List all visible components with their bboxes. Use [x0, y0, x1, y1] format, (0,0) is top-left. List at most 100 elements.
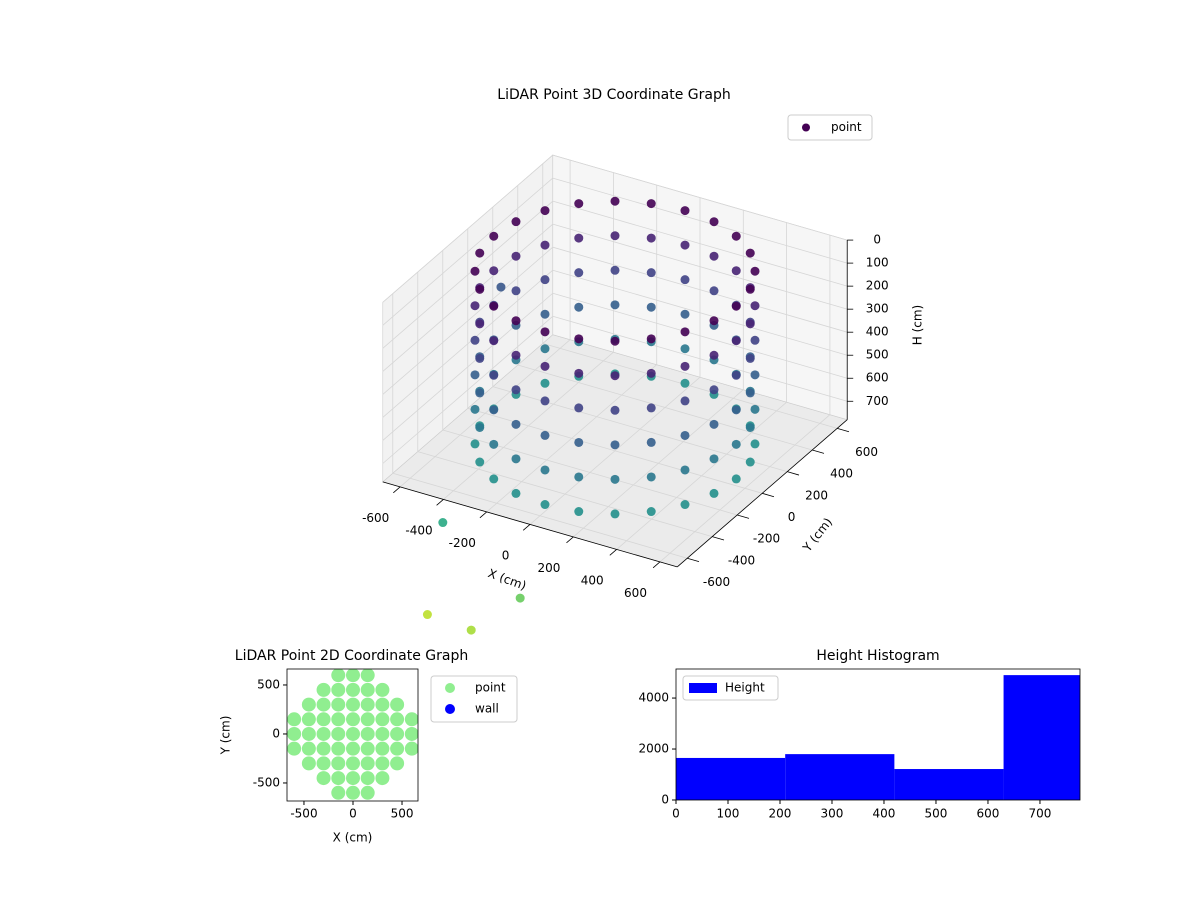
point — [646, 507, 656, 517]
point — [709, 350, 719, 360]
x-tick-label: 200 — [769, 807, 792, 821]
point — [540, 361, 550, 371]
point — [680, 206, 690, 216]
x-tick-mark — [522, 524, 531, 531]
point — [511, 217, 521, 227]
point — [610, 300, 620, 310]
y-tick-label: 200 — [805, 488, 828, 502]
grid-line — [552, 269, 848, 356]
legend-label: point — [831, 120, 862, 134]
grid-line — [382, 223, 554, 372]
y-axis-label: Y (cm) — [219, 716, 233, 756]
chart-title: LiDAR Point 2D Coordinate Graph — [235, 648, 468, 664]
point — [331, 756, 346, 771]
y-tick-mark — [787, 471, 800, 476]
point — [540, 500, 550, 510]
point — [375, 771, 390, 786]
grid-line — [417, 451, 713, 537]
point — [404, 741, 418, 756]
y-tick-label: 4000 — [638, 691, 669, 705]
point — [489, 301, 499, 311]
point — [745, 353, 755, 363]
z-tick-label: 300 — [866, 302, 889, 316]
point — [489, 370, 499, 380]
point — [646, 437, 656, 447]
chart-title: LiDAR Point 3D Coordinate Graph — [497, 87, 730, 103]
bar — [1003, 675, 1080, 800]
point — [610, 196, 620, 206]
x-axis-label: X (cm) — [333, 831, 373, 845]
point — [731, 231, 741, 241]
x-axis-line — [382, 481, 678, 568]
grid-line — [552, 154, 848, 241]
point — [540, 378, 550, 388]
point — [316, 741, 331, 756]
point — [301, 741, 316, 756]
point — [360, 669, 375, 683]
legend-marker — [445, 683, 455, 693]
point — [574, 199, 584, 209]
point — [610, 231, 620, 241]
point — [511, 316, 521, 326]
point — [511, 350, 521, 360]
legend-marker — [802, 123, 810, 132]
x-tick-label: -600 — [362, 511, 389, 525]
point — [610, 405, 620, 415]
point — [610, 265, 620, 275]
point — [709, 251, 719, 261]
point — [680, 500, 690, 510]
point — [470, 266, 480, 276]
z-tick-label: 700 — [866, 394, 889, 408]
y-tick-label: 500 — [257, 677, 280, 691]
point — [360, 785, 375, 800]
point — [470, 439, 480, 449]
x-tick-label: 0 — [349, 807, 357, 821]
y-tick-label: 0 — [272, 726, 280, 740]
x-tick-mark — [566, 536, 574, 544]
point — [610, 474, 620, 484]
x-tick-mark — [479, 511, 487, 519]
point — [540, 396, 550, 406]
point — [646, 368, 656, 378]
point — [515, 593, 525, 603]
point — [745, 422, 755, 432]
point — [475, 248, 485, 258]
y-tick-mark — [737, 514, 750, 519]
point — [750, 404, 760, 414]
point — [331, 741, 346, 756]
z-tick-label: 200 — [866, 279, 889, 293]
x-axis-label: X (cm) — [486, 566, 528, 593]
point — [390, 741, 405, 756]
grid-line — [382, 292, 554, 441]
grid-line — [552, 315, 848, 402]
point — [470, 335, 480, 345]
grid-line — [382, 246, 554, 395]
y-tick-label: 600 — [855, 445, 878, 459]
point — [345, 771, 360, 786]
point — [316, 771, 331, 786]
point — [511, 251, 521, 261]
x-tick-label: 200 — [537, 561, 560, 575]
point — [316, 697, 331, 712]
point — [610, 371, 620, 381]
point — [511, 419, 521, 429]
point — [496, 282, 506, 292]
x-tick-label: 700 — [1029, 807, 1052, 821]
point — [287, 712, 302, 727]
point — [574, 507, 584, 517]
point — [610, 336, 620, 346]
z-tick-label: 600 — [866, 371, 889, 385]
grid-line — [382, 315, 554, 464]
legend-label: point — [475, 681, 506, 695]
x-tick-mark — [609, 549, 617, 556]
point — [680, 240, 690, 250]
point — [610, 440, 620, 450]
x-tick-label: 300 — [821, 807, 844, 821]
point — [610, 509, 620, 519]
point — [745, 388, 755, 398]
point — [574, 233, 584, 243]
x-tick-label: 600 — [977, 807, 1000, 821]
point — [680, 465, 690, 475]
x-tick-label: 400 — [581, 574, 604, 588]
x-tick-label: 0 — [502, 549, 510, 563]
